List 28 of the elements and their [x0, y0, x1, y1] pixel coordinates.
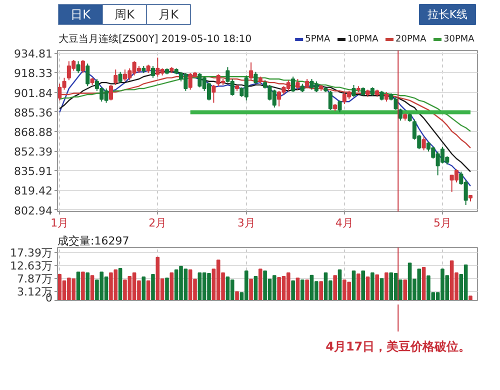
- y-tick-label: 901.84: [14, 86, 53, 100]
- y-tick-label: 835.91: [14, 165, 53, 178]
- chart-title: 大豆当月连续[ZS00Y] 2019-05-10 18:10: [58, 33, 252, 45]
- y-tick-label: 819.42: [14, 184, 53, 198]
- chart-title: 成交量:16297: [58, 234, 130, 248]
- y-tick-label: 17.39万: [10, 246, 53, 260]
- legend-label: 10PMA: [348, 34, 380, 44]
- text: 4月17日，美豆价格破位。: [326, 340, 471, 354]
- legend-label: 20PMA: [396, 34, 428, 44]
- y-tick-label: 918.33: [14, 67, 53, 80]
- text: 日K: [70, 8, 92, 22]
- x-tick-label: 1月: [50, 216, 69, 230]
- text: 周K: [114, 8, 136, 22]
- text: 月K: [158, 8, 180, 22]
- y-tick-label: 852.39: [14, 146, 53, 159]
- y-tick-label: 12.63万: [10, 259, 53, 272]
- x-tick-label: 2月: [148, 216, 167, 230]
- x-tick-label: 5月: [433, 216, 452, 230]
- text: 拉长K线: [427, 8, 468, 21]
- y-tick-label: 868.88: [14, 126, 53, 139]
- legend-label: 5PMA: [305, 34, 332, 44]
- x-tick-label: 4月: [335, 216, 354, 230]
- y-tick-label: 885.36: [14, 106, 53, 120]
- x-tick-label: 3月: [237, 216, 256, 230]
- y-tick-label: 934.81: [14, 48, 53, 61]
- y-tick-label: 7.87万: [17, 272, 53, 286]
- legend-label: 30PMA: [444, 34, 476, 44]
- y-tick-label: 802.94: [14, 204, 53, 218]
